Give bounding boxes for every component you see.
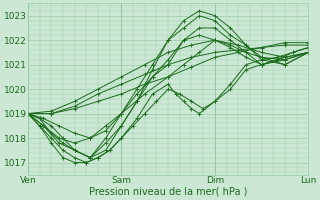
X-axis label: Pression niveau de la mer( hPa ): Pression niveau de la mer( hPa )	[89, 187, 247, 197]
